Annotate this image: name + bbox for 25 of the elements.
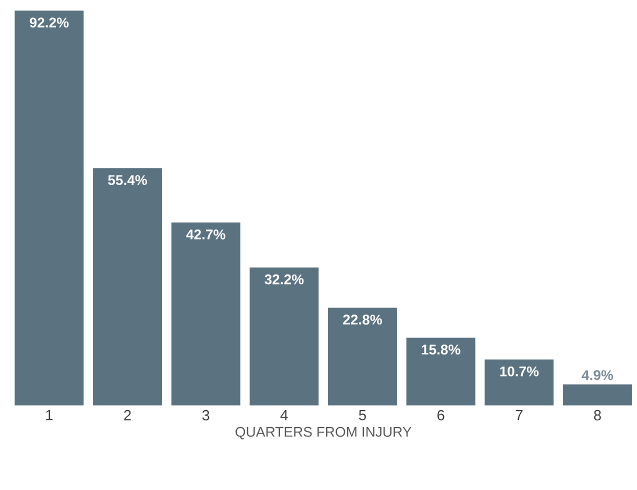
data-label: 42.7%: [186, 229, 226, 240]
bar: [14, 10, 84, 406]
x-tick-label: 7: [516, 410, 522, 420]
x-tick-label: 8: [594, 410, 601, 420]
data-label: 92.2%: [30, 18, 69, 28]
x-axis-title: QUARTERS FROM INJURY: [236, 426, 412, 440]
bar: [328, 308, 397, 406]
data-label: 10.7%: [500, 366, 539, 376]
data-label: 22.8%: [343, 314, 382, 325]
x-tick-label: 6: [438, 410, 444, 420]
data-label: 4.9%: [582, 370, 614, 380]
x-tick-label: 5: [359, 410, 366, 420]
x-tick-label: 4: [280, 410, 288, 420]
x-tick-label: 3: [202, 410, 210, 420]
data-label: 55.4%: [108, 175, 147, 186]
x-tick-label: 2: [124, 410, 131, 420]
bar: [171, 222, 240, 406]
bar: [484, 360, 554, 406]
x-tick-label: 1: [46, 410, 53, 420]
bar: [250, 267, 319, 406]
data-label: 32.2%: [264, 274, 304, 284]
bar: [563, 384, 632, 406]
bar: [406, 338, 476, 406]
data-label: 15.8%: [422, 344, 460, 355]
bar: [93, 168, 162, 406]
